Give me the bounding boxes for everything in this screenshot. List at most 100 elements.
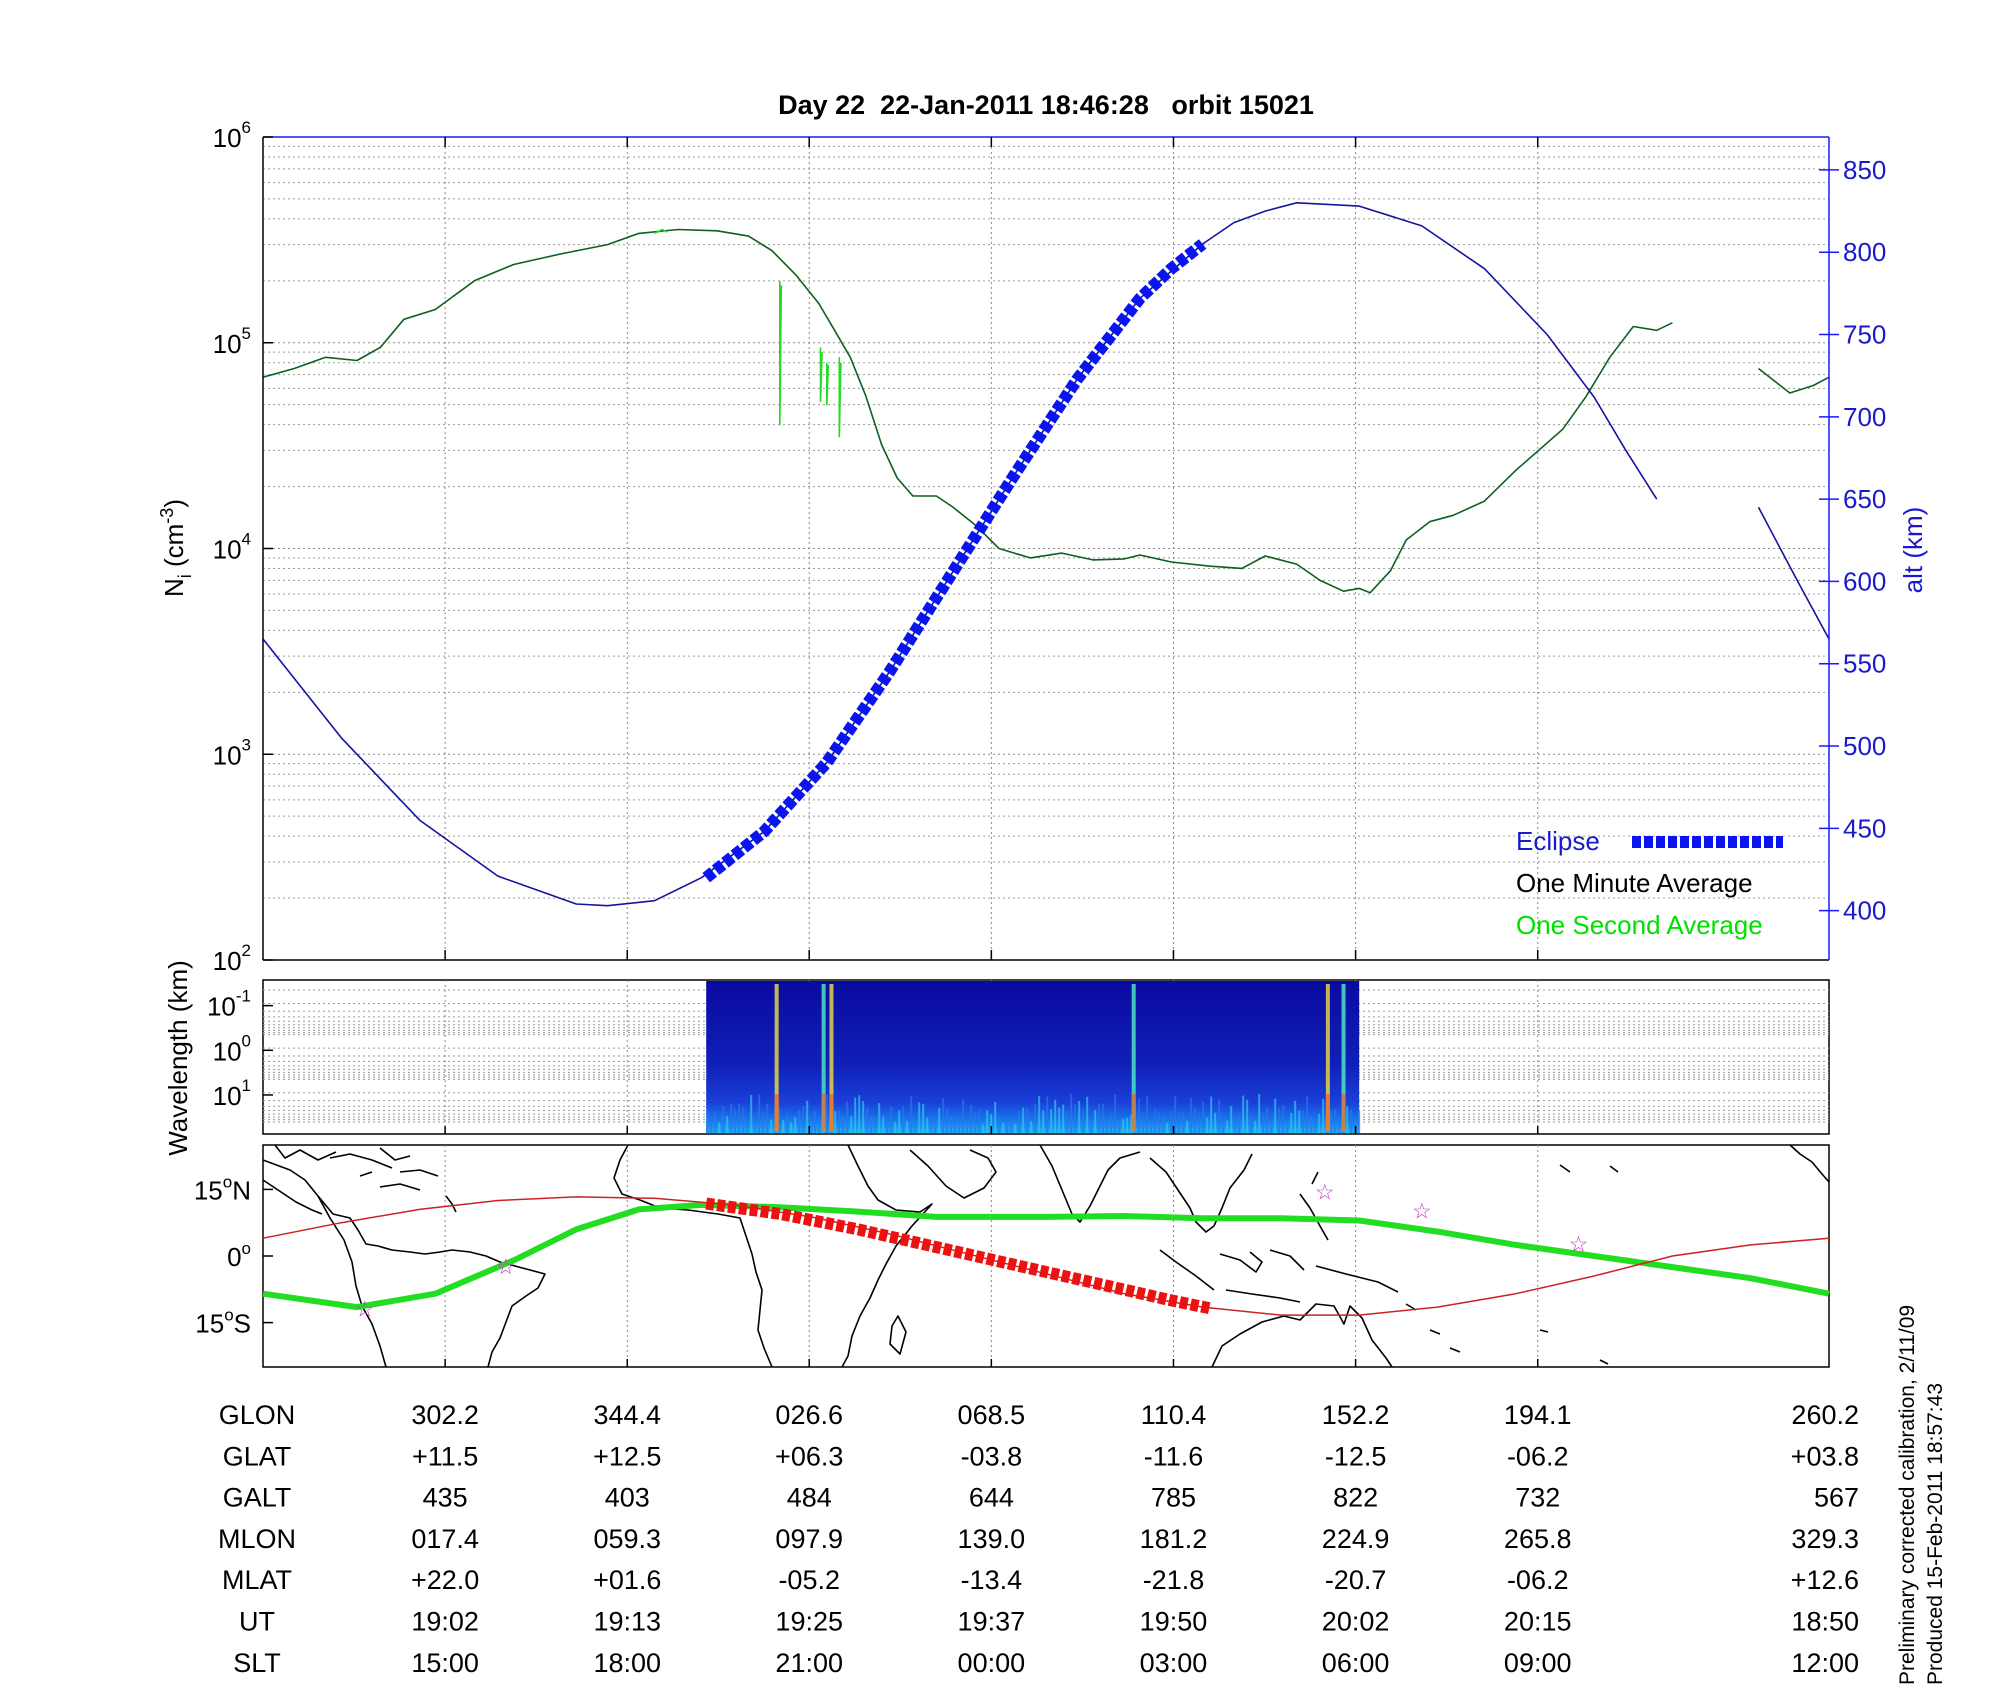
spectrogram-column bbox=[1274, 1098, 1277, 1133]
spectrogram-column bbox=[1018, 1110, 1021, 1133]
spectrogram-column bbox=[1142, 1113, 1145, 1133]
table-row-label: UT bbox=[239, 1607, 275, 1637]
spectrogram-column bbox=[734, 1109, 737, 1133]
y2-tick-label: 400 bbox=[1843, 896, 1886, 926]
coastline-lesser-antilles bbox=[445, 1195, 457, 1213]
map-series: ☆ ☆ ☆ ☆ ☆ bbox=[262, 1180, 1830, 1321]
spectrogram-column bbox=[1190, 1097, 1193, 1133]
table-cell: 12:00 bbox=[1791, 1648, 1859, 1678]
y-tick-exponent: 2 bbox=[242, 941, 251, 960]
table-row-label: GALT bbox=[223, 1483, 292, 1513]
spectrogram-column bbox=[730, 1103, 733, 1133]
y2-tick-label: 600 bbox=[1843, 566, 1886, 596]
spectrogram-column bbox=[1054, 1099, 1057, 1133]
spectrogram-burst-low bbox=[1131, 1094, 1136, 1132]
spectrogram-column bbox=[1094, 1110, 1097, 1133]
spectrogram-column bbox=[714, 1110, 717, 1133]
coastline-north-america bbox=[274, 1144, 411, 1161]
table-cell: 20:02 bbox=[1322, 1607, 1390, 1637]
coastline-africa-west bbox=[613, 1144, 773, 1368]
spectrogram-y-tick-label: 10-1 bbox=[207, 987, 251, 1022]
spectrogram-column bbox=[1350, 1109, 1353, 1133]
spectrogram-column bbox=[1266, 1107, 1269, 1133]
spectrogram-column bbox=[1158, 1112, 1161, 1133]
y-tick-exponent: 6 bbox=[242, 118, 251, 137]
spectrogram-column bbox=[922, 1103, 925, 1133]
spectrogram-column bbox=[1098, 1103, 1101, 1133]
spectrogram-column bbox=[1294, 1100, 1297, 1133]
y2-tick-label: 700 bbox=[1843, 402, 1886, 432]
map-y-tick-label: 15oN bbox=[194, 1172, 251, 1205]
spectrogram-column bbox=[1026, 1108, 1029, 1133]
table-row-label: MLAT bbox=[222, 1565, 292, 1595]
table-cell: -12.5 bbox=[1325, 1441, 1387, 1471]
table-cell: +01.6 bbox=[593, 1565, 661, 1595]
spectrogram-column bbox=[1222, 1122, 1225, 1133]
map-line-magnetic-equator bbox=[262, 1201, 1830, 1311]
spectrogram-column bbox=[1290, 1112, 1293, 1133]
spectrogram-column bbox=[834, 1110, 837, 1133]
spectrogram-column bbox=[1002, 1122, 1005, 1133]
spectrogram-column bbox=[882, 1116, 885, 1133]
table-cell: -05.2 bbox=[778, 1565, 840, 1595]
spectrogram-burst bbox=[1131, 984, 1136, 1132]
spectrogram-column bbox=[786, 1113, 789, 1133]
density-axis-label-sub: i bbox=[175, 574, 195, 578]
table-cell: -13.4 bbox=[961, 1565, 1023, 1595]
spectrogram-column bbox=[934, 1122, 937, 1133]
table-cell: +06.3 bbox=[775, 1441, 843, 1471]
map-x-ticks bbox=[444, 1359, 1539, 1367]
y-tick-base: 10 bbox=[213, 946, 242, 976]
spectrogram-image bbox=[706, 981, 1360, 1133]
footer-line1: Preliminary corrected calibration, 2/11/… bbox=[1896, 1305, 1919, 1685]
spectrogram-column bbox=[1230, 1106, 1233, 1133]
spectrogram-y-tick-base: 10 bbox=[207, 992, 236, 1022]
spectrogram-column bbox=[1278, 1108, 1281, 1133]
spectrogram-column bbox=[962, 1099, 965, 1133]
y2-tick-label: 500 bbox=[1843, 731, 1886, 761]
map-y-tick-suffix: N bbox=[232, 1175, 251, 1205]
table-cell: 260.2 bbox=[1791, 1400, 1859, 1430]
spectrogram-column bbox=[854, 1097, 857, 1133]
table-cell: 152.2 bbox=[1322, 1400, 1390, 1430]
spectrogram-column bbox=[806, 1100, 809, 1133]
spectrogram-column bbox=[1246, 1099, 1249, 1133]
spectrogram-column bbox=[1346, 1106, 1349, 1133]
coastline-north-america-west bbox=[1789, 1144, 1830, 1183]
spectrogram-y-tick-exponent: 1 bbox=[242, 1076, 251, 1095]
spectrogram-column bbox=[1310, 1117, 1313, 1133]
spectrogram-column bbox=[782, 1120, 785, 1133]
spectrogram-column bbox=[1062, 1104, 1065, 1133]
table-cell: 017.4 bbox=[411, 1524, 479, 1554]
spectrogram-y-tick-exponent: -1 bbox=[236, 987, 251, 1006]
y-tick-base: 10 bbox=[213, 329, 242, 359]
spectrogram-column bbox=[1122, 1119, 1125, 1133]
spectrogram-column bbox=[938, 1107, 941, 1133]
spectrogram-y-tick-label: 101 bbox=[213, 1076, 251, 1111]
spectrogram-column bbox=[982, 1124, 985, 1133]
spectrogram-column bbox=[1150, 1122, 1153, 1133]
spectrogram-column bbox=[874, 1118, 877, 1133]
series-line-one-second-average bbox=[838, 357, 842, 438]
spectrogram-column bbox=[1186, 1120, 1189, 1133]
coastline-indonesia bbox=[1159, 1249, 1399, 1303]
spectrogram-burst-low bbox=[1341, 1094, 1346, 1132]
table-cell: 18:50 bbox=[1791, 1607, 1859, 1637]
spectrogram-column bbox=[818, 1123, 821, 1133]
table-cell: 19:02 bbox=[411, 1607, 479, 1637]
spectrogram-column bbox=[826, 1094, 829, 1133]
spectrogram-column bbox=[1338, 1117, 1341, 1133]
spectrogram-column bbox=[1058, 1107, 1061, 1133]
spectrogram-x-ticks bbox=[444, 1126, 1539, 1134]
spectrogram-column bbox=[798, 1109, 801, 1133]
table-cell: 19:25 bbox=[775, 1607, 843, 1637]
y-tick-base: 10 bbox=[213, 740, 242, 770]
spectrogram-column bbox=[1114, 1094, 1117, 1133]
density-axis-label: Ni (cm-3) bbox=[157, 499, 195, 597]
spectrogram-column bbox=[1178, 1112, 1181, 1133]
spectrogram-burst bbox=[821, 984, 826, 1132]
table-cell: 19:50 bbox=[1140, 1607, 1208, 1637]
spectrogram-column bbox=[850, 1116, 853, 1133]
